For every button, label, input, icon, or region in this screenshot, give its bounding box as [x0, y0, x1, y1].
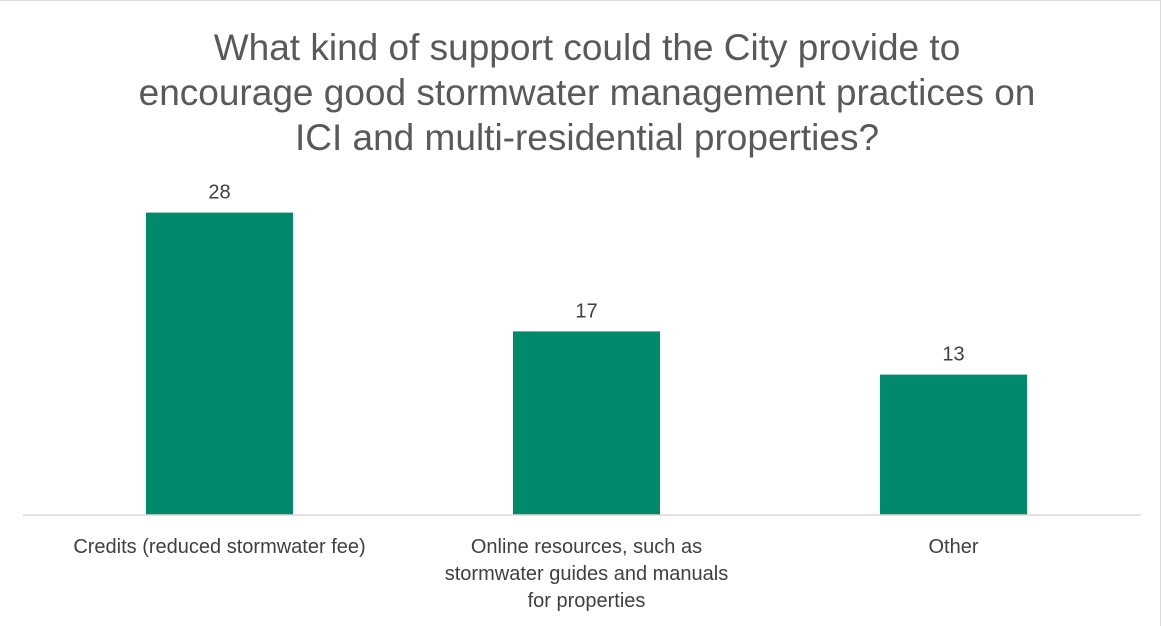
data-label: 13: [942, 344, 964, 366]
category-label: Other: [928, 536, 978, 558]
data-labels: 28 17 13: [208, 182, 964, 366]
category-label: Credits (reduced stormwater fee): [73, 536, 365, 558]
category-labels: Credits (reduced stormwater fee) Online r…: [73, 536, 979, 612]
chart-title-line: encourage good stormwater management pra…: [139, 72, 1036, 113]
data-label: 28: [208, 182, 230, 204]
data-label: 17: [575, 300, 597, 322]
bar: [880, 374, 1027, 515]
category-label: Online resources, such as: [471, 536, 702, 558]
bars: [146, 212, 1027, 515]
bar: [513, 331, 660, 515]
category-label: stormwater guides and manuals: [445, 563, 728, 585]
chart-title-line: ICI and multi-residential properties?: [295, 117, 879, 158]
chart-title: What kind of support could the City prov…: [139, 27, 1036, 158]
category-label: for properties: [528, 590, 646, 612]
bar: [146, 212, 293, 515]
chart-title-line: What kind of support could the City prov…: [214, 27, 961, 68]
